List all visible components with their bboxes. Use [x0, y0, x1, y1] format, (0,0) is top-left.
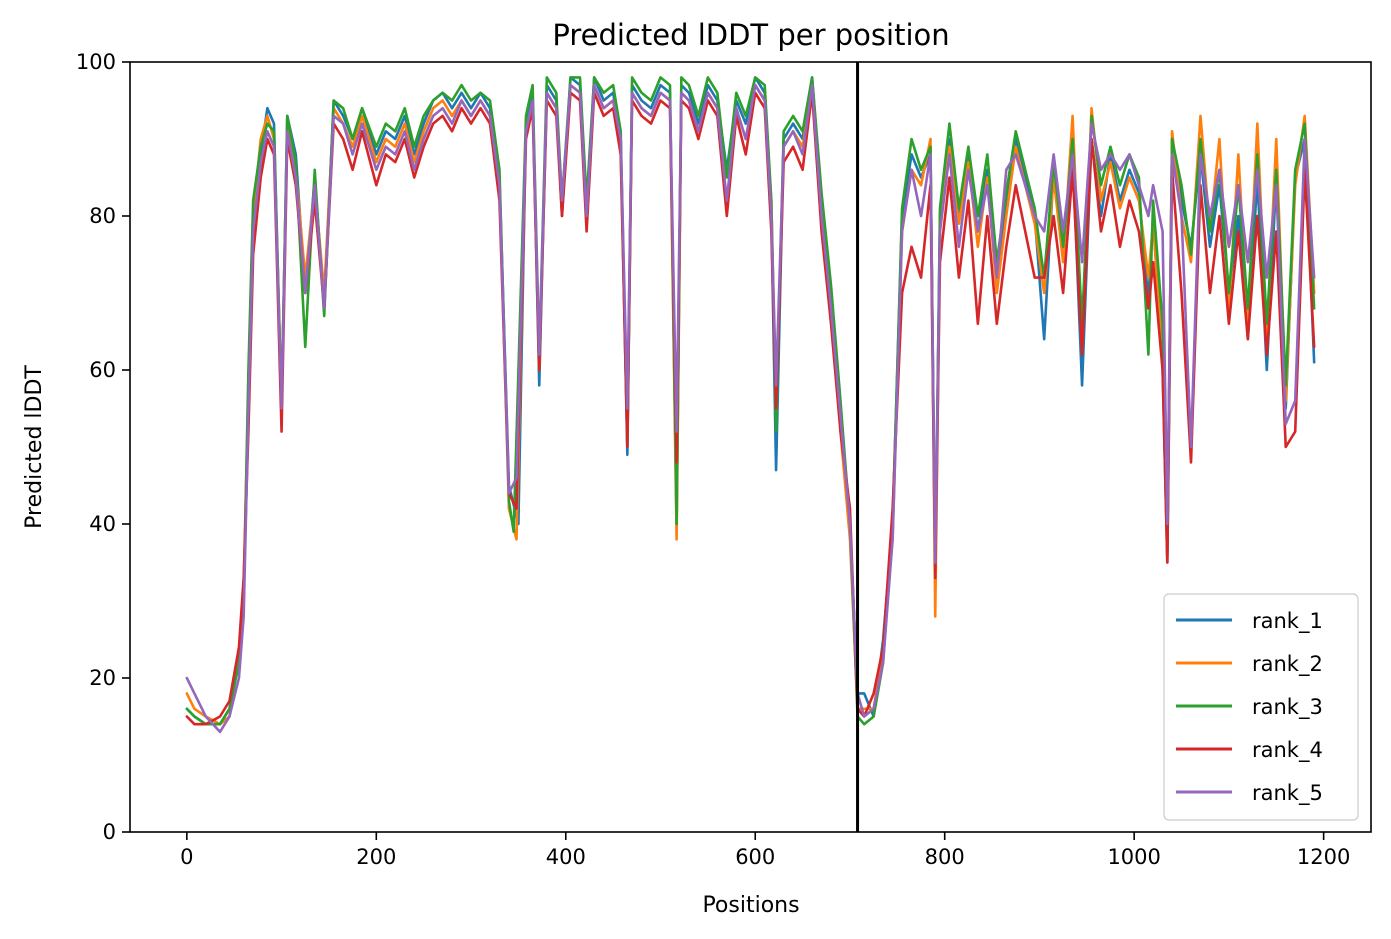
x-tick-label: 1000 [1107, 845, 1160, 869]
y-tick-label: 80 [89, 204, 116, 228]
y-axis-label: Predicted lDDT [22, 365, 47, 529]
series-line-rank_3 [185, 76, 1316, 726]
y-tick-label: 20 [89, 666, 116, 690]
legend-box [1163, 593, 1359, 821]
series-line-rank_4 [185, 91, 1316, 726]
series-line-rank_5 [185, 83, 1316, 734]
series-line-rank_1 [185, 76, 1316, 726]
x-tick-label: 200 [356, 845, 396, 869]
x-tick-label: 400 [546, 845, 586, 869]
x-tick-label: 1200 [1297, 845, 1350, 869]
x-axis: 0 200 400 600 800 1000 1200 [180, 832, 1350, 869]
x-axis-label: Positions [702, 893, 799, 918]
y-axis: 0 20 40 60 80 100 [76, 50, 130, 844]
y-tick-label: 100 [76, 50, 116, 74]
legend-label-rank_2: rank_2 [1252, 652, 1323, 677]
x-tick-label: 600 [735, 845, 775, 869]
legend-label-rank_4: rank_4 [1252, 738, 1323, 763]
legend-label-rank_3: rank_3 [1252, 695, 1323, 720]
plot-frame [129, 61, 1372, 833]
chart-title: Predicted lDDT per position [552, 18, 949, 52]
legend-label-rank_5: rank_5 [1252, 781, 1323, 806]
y-tick-label: 40 [89, 512, 116, 536]
legend: rank_1 rank_2 rank_3 rank_4 rank_5 [1163, 593, 1359, 821]
plot-area [185, 62, 1316, 832]
y-tick-label: 60 [89, 358, 116, 382]
series-lines [185, 76, 1316, 734]
x-tick-label: 0 [180, 845, 193, 869]
y-tick-label: 0 [103, 820, 116, 844]
x-tick-label: 800 [925, 845, 965, 869]
legend-label-rank_1: rank_1 [1252, 609, 1323, 634]
